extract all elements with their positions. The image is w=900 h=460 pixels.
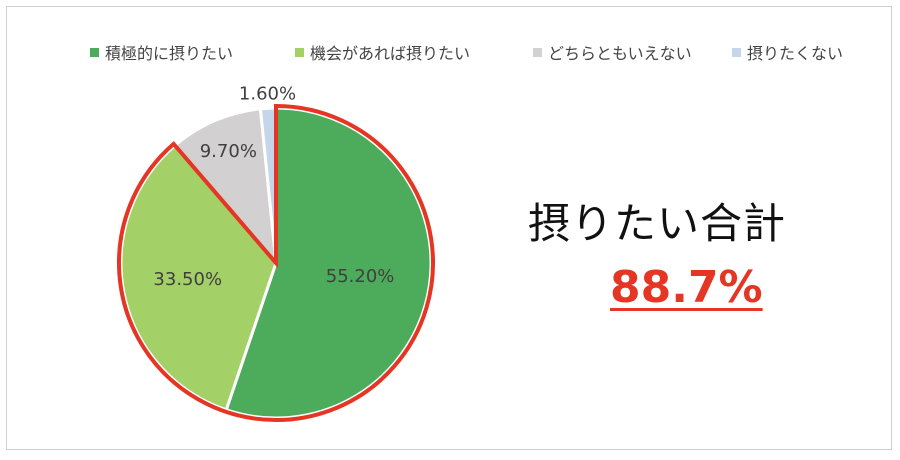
legend-swatch-0 xyxy=(90,47,99,57)
legend-label-1: 機会があれば摂りたい xyxy=(310,44,471,63)
pie-data-label: 55.20% xyxy=(326,266,395,287)
pie-data-label: 1.60% xyxy=(239,83,296,104)
legend-item-0: 積極的に摂りたい xyxy=(90,40,233,64)
legend-label-0: 積極的に摂りたい xyxy=(105,44,234,63)
summary-value: 88.7% xyxy=(610,262,763,313)
legend-swatch-3 xyxy=(732,47,741,57)
pie-data-label: 9.70% xyxy=(200,141,257,162)
summary-label: 摂りたい合計 xyxy=(528,199,787,248)
legend: 積極的に摂りたい 機会があれば摂りたい どちらともいえない 摂りたくない xyxy=(90,40,850,64)
pie-slice xyxy=(119,143,278,412)
legend-item-3: 摂りたくない xyxy=(732,40,843,64)
pie-data-label: 33.50% xyxy=(153,269,222,290)
pie-slice xyxy=(172,107,278,268)
legend-item-1: 機会があれば摂りたい xyxy=(295,40,470,64)
legend-swatch-2 xyxy=(533,47,542,57)
legend-item-2: どちらともいえない xyxy=(533,40,692,64)
legend-swatch-1 xyxy=(295,47,304,57)
legend-label-2: どちらともいえない xyxy=(548,44,692,63)
highlight-outline xyxy=(117,103,435,422)
pie-labels: 55.20% 33.50% 9.70% 1.60% xyxy=(153,83,394,290)
legend-label-3: 摂りたくない xyxy=(747,44,844,63)
